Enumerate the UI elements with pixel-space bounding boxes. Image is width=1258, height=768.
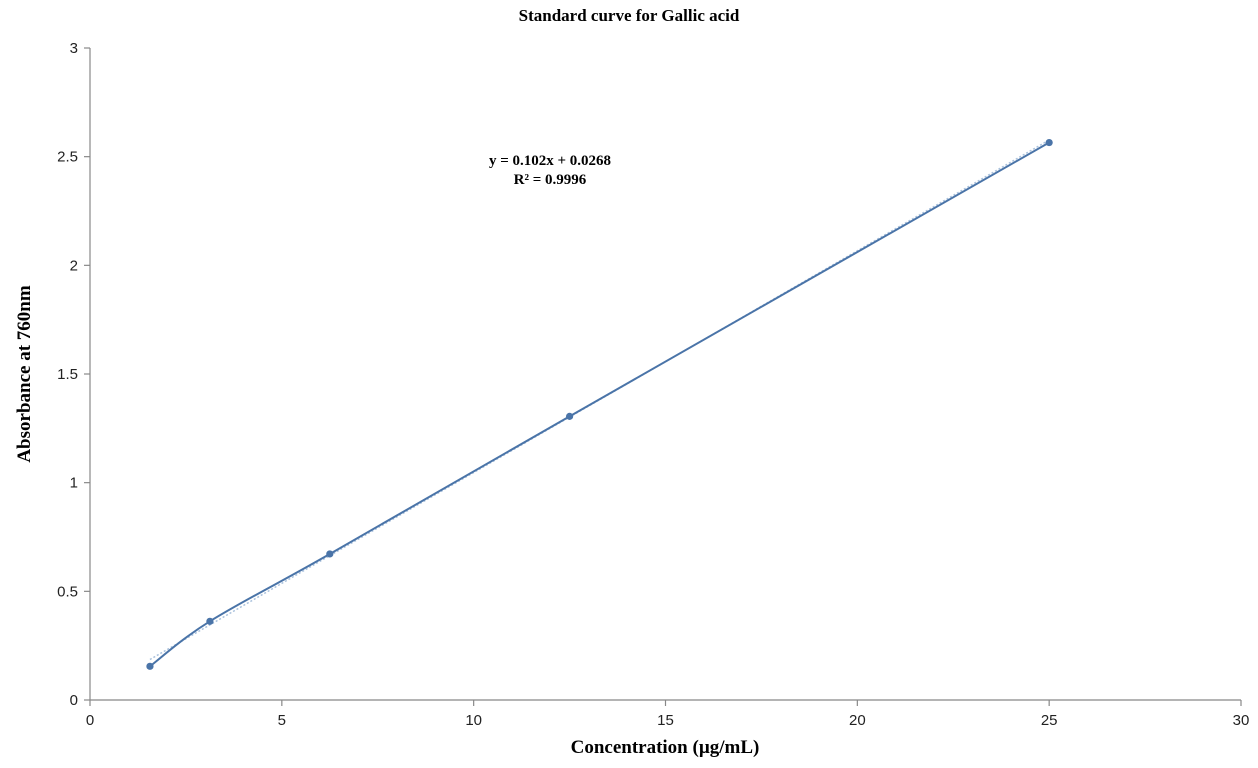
y-tick-label: 0.5 [57, 583, 78, 600]
y-tick-label: 2 [70, 257, 78, 274]
x-tick-label: 5 [278, 712, 286, 729]
data-point [326, 550, 334, 558]
x-tick-label: 10 [465, 712, 482, 729]
x-axis-label: Concentration (µg/mL) [570, 737, 760, 758]
trendline-equation: y = 0.102x + 0.0268 [488, 153, 612, 169]
trendline-line [149, 139, 1050, 661]
y-tick-label: 2.5 [57, 149, 78, 166]
trendline-r-squared: R² = 0.9996 [513, 172, 587, 188]
data-point [146, 662, 154, 670]
y-tick-label: 0 [70, 692, 78, 709]
data-point [565, 412, 574, 420]
trendline-equation-box: y = 0.102x + 0.0268 R² = 0.9996 [440, 152, 660, 190]
chart-title: Standard curve for Gallic acid [518, 6, 740, 25]
y-tick-label: 1 [70, 475, 78, 492]
x-tick-label: 15 [657, 712, 674, 729]
series-line [149, 141, 1050, 668]
x-tick-label: 0 [86, 712, 94, 729]
data-point [1045, 138, 1053, 147]
y-tick-label: 3 [70, 40, 78, 57]
axes [84, 47, 1242, 706]
trendline [149, 139, 1050, 661]
y-axis-label: Absorbance at 760nm [14, 285, 35, 463]
x-tick-label: 25 [1041, 712, 1058, 729]
data-series [146, 138, 1053, 670]
tick-labels: 00.511.522.530 5 10 15 20 25 30 [57, 40, 1249, 729]
x-tick-label: 30 [1233, 712, 1250, 729]
data-point [206, 617, 214, 625]
x-tick-label: 20 [849, 712, 866, 729]
y-tick-label: 1.5 [57, 366, 78, 383]
